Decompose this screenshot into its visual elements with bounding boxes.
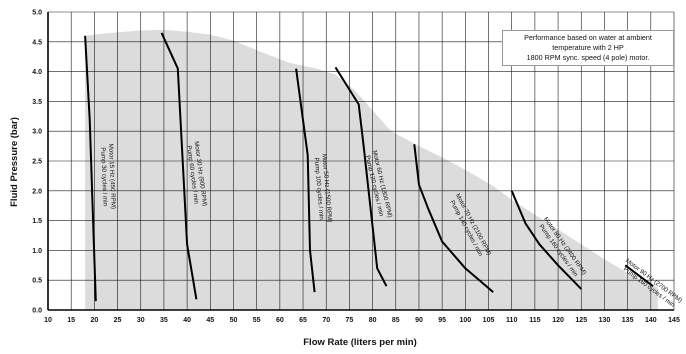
y-axis-title: Fluid Pressure (bar): [9, 117, 20, 207]
series-curve: [334, 66, 388, 287]
y-tick-label: 3.0: [32, 129, 42, 136]
x-tick-label: 135: [622, 317, 634, 324]
x-tick-label: 40: [183, 317, 191, 324]
x-tick-label: 115: [529, 317, 540, 324]
x-tick-label: 35: [160, 317, 168, 324]
series-label: Motor 15 Hz (450 RPM): [107, 144, 117, 210]
series-curve: [510, 190, 583, 290]
x-tick-label: 85: [392, 317, 400, 324]
y-tick-label: 3.5: [32, 99, 42, 106]
performance-note: Performance based on water at ambient te…: [502, 30, 674, 66]
x-tick-label: 30: [137, 317, 145, 324]
x-tick-label: 90: [415, 317, 423, 324]
y-tick-label: 2.0: [32, 188, 42, 195]
x-tick-label: 20: [90, 317, 98, 324]
y-tick-label: 0.5: [32, 278, 42, 285]
y-tick-label: 5.0: [32, 10, 42, 17]
y-tick-label: 2.5: [32, 159, 42, 166]
series-curve: [413, 144, 494, 293]
x-tick-label: 15: [67, 317, 75, 324]
y-tick-label: 4.0: [32, 69, 42, 76]
series-label: Pump 30 cycles / min: [99, 147, 108, 207]
x-tick-label: 75: [346, 317, 354, 324]
x-tick-label: 55: [253, 317, 261, 324]
series-curve: [295, 68, 316, 293]
note-line-3: 1800 RPM sync. speed (4 pole) motor.: [526, 53, 650, 62]
operating-envelope: [85, 29, 658, 311]
x-tick-label: 10: [44, 317, 52, 324]
series-curve: [160, 32, 198, 300]
series-curve: [84, 35, 97, 302]
y-tick-label: 1.5: [32, 218, 42, 225]
x-tick-label: 95: [438, 317, 446, 324]
x-tick-label: 140: [645, 317, 657, 324]
series-curve: [624, 264, 654, 287]
x-tick-label: 105: [483, 317, 495, 324]
x-tick-label: 65: [299, 317, 307, 324]
x-tick-label: 110: [506, 317, 517, 324]
y-tick-label: 0.0: [32, 308, 42, 315]
x-tick-label: 80: [369, 317, 377, 324]
x-tick-label: 145: [668, 317, 680, 324]
x-tick-label: 120: [552, 317, 564, 324]
x-tick-label: 50: [230, 317, 238, 324]
x-tick-label: 60: [276, 317, 284, 324]
series-label-group: Motor 15 Hz (450 RPM)Pump 30 cycles / mi…: [99, 144, 117, 210]
note-line-2: temperature with 2 HP: [552, 43, 624, 52]
x-tick-label: 45: [206, 317, 214, 324]
x-tick-label: 70: [322, 317, 330, 324]
note-line-1: Performance based on water at ambient: [524, 33, 652, 42]
x-axis-title: Flow Rate (liters per min): [303, 337, 417, 348]
x-tick-label: 125: [575, 317, 587, 324]
x-tick-label: 130: [599, 317, 611, 324]
x-tick-label: 100: [459, 317, 471, 324]
y-tick-label: 4.5: [32, 39, 42, 46]
x-tick-label: 25: [114, 317, 122, 324]
y-tick-label: 1.0: [32, 248, 42, 255]
